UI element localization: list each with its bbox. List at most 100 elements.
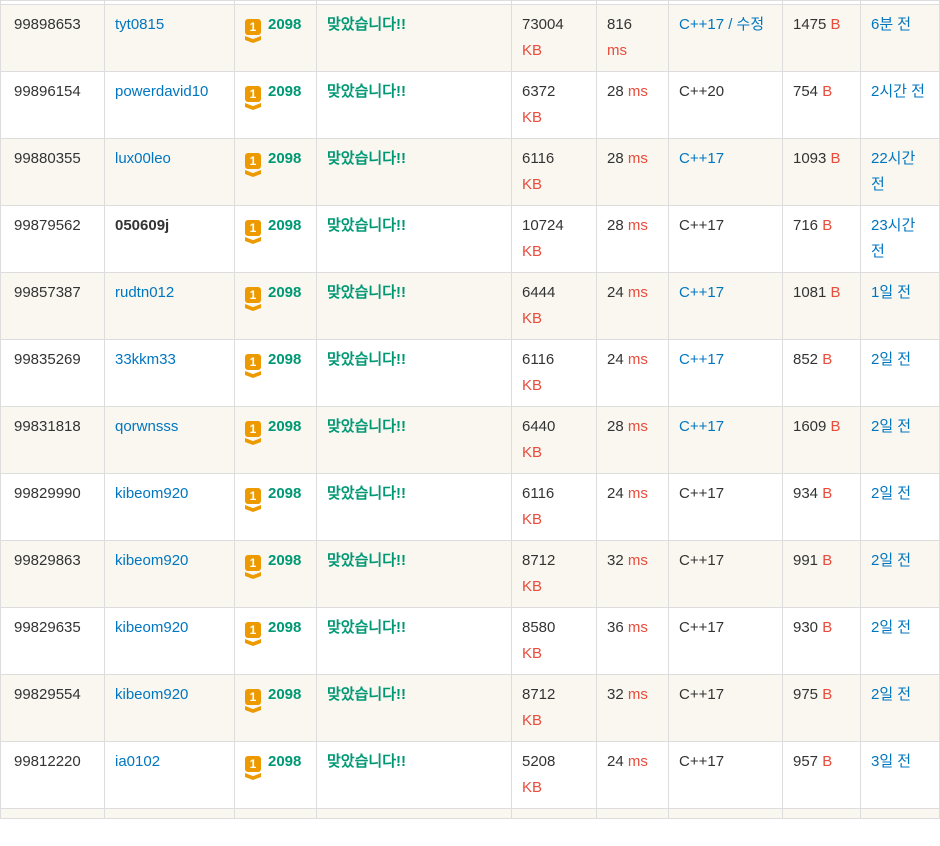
problem-link[interactable]: 2098 [268,351,302,368]
code-length-value: 1081 [793,284,827,301]
submitted-time-link[interactable]: 1일 전 [871,284,912,301]
time-value: 24 [607,753,624,770]
result-accepted-link[interactable]: 맞았습니다!! [327,753,406,770]
username-link[interactable]: 33kkm33 [115,351,176,368]
result-cell: 맞았습니다!! [316,741,512,809]
problem-link[interactable]: 2098 [268,485,302,502]
time-cell: 816 ms [596,4,669,72]
submitted-time-link[interactable]: 2일 전 [871,552,912,569]
problem-cell: 1 2098 [234,71,317,139]
code-length-value: 1093 [793,150,827,167]
time-cell: 28 ms [596,406,669,474]
username-link[interactable]: lux00leo [115,150,171,167]
memory-unit: KB [522,242,543,260]
time-value: 24 [607,284,624,301]
submission-id: 99831818 [0,406,105,474]
username-link[interactable]: kibeom920 [115,686,189,703]
submitted-time-link[interactable]: 2일 전 [871,686,912,703]
submission-id: 99880355 [0,138,105,206]
username-link[interactable]: rudtn012 [115,284,175,301]
time-value: 28 [607,150,624,167]
problem-link[interactable]: 2098 [268,217,302,234]
submitted-time-link[interactable]: 2일 전 [871,418,912,435]
problem-link[interactable]: 2098 [268,619,302,636]
memory-value: 6440 [522,418,556,435]
username-link[interactable]: kibeom920 [115,485,189,502]
username-link[interactable]: ia0102 [115,753,161,770]
code-length-cell: 957 B [782,741,861,809]
memory-value: 5208 [522,753,556,770]
submitted-time-link[interactable]: 2일 전 [871,351,912,368]
username-link[interactable]: kibeom920 [115,619,189,636]
result-accepted-link[interactable]: 맞았습니다!! [327,150,406,167]
result-accepted-link[interactable]: 맞았습니다!! [327,217,406,234]
code-length-unit: B [822,753,833,770]
problem-cell: 1 2098 [234,339,317,407]
submitted-time-link[interactable]: 3일 전 [871,753,912,770]
submitted-time-cell: 2일 전 [860,406,940,474]
language-link[interactable]: C++17 [679,284,725,301]
language-cell: C++17 [668,540,783,608]
result-accepted-link[interactable]: 맞았습니다!! [327,351,406,368]
language-cell: C++17 [668,741,783,809]
username-link[interactable]: powerdavid10 [115,83,209,100]
result-accepted-link[interactable]: 맞았습니다!! [327,418,406,435]
problem-link[interactable]: 2098 [268,552,302,569]
time-cell: 24 ms [596,339,669,407]
code-length-cell: 754 B [782,71,861,139]
result-accepted-link[interactable]: 맞았습니다!! [327,619,406,636]
language-cell: C++17 [668,406,783,474]
memory-value: 73004 [522,16,564,33]
language-label: C++17 [679,217,725,234]
code-length-cell: 975 B [782,674,861,742]
result-accepted-link[interactable]: 맞았습니다!! [327,485,406,502]
tier-gold1-badge-icon: 1 [245,421,261,445]
language-link[interactable]: C++17 [679,418,725,435]
result-accepted-link[interactable]: 맞았습니다!! [327,552,406,569]
submitted-time-cell: 23시간 전 [860,205,940,273]
submitted-time-link[interactable]: 6분 전 [871,16,912,33]
problem-link[interactable]: 2098 [268,83,302,100]
language-link[interactable]: C++17 / 수정 [679,16,765,33]
submitted-time-cell: 2일 전 [860,540,940,608]
code-length-unit: B [822,217,833,234]
result-accepted-link[interactable]: 맞았습니다!! [327,686,406,703]
language-link[interactable]: C++17 [679,351,725,368]
username-link[interactable]: tyt0815 [115,16,165,33]
language-cell: C++17 [668,339,783,407]
result-accepted-link[interactable]: 맞았습니다!! [327,284,406,301]
problem-link[interactable]: 2098 [268,686,302,703]
submitted-time-link[interactable]: 23시간 전 [871,217,916,260]
language-cell: C++17 [668,473,783,541]
user-cell: lux00leo [104,138,235,206]
result-accepted-link[interactable]: 맞았습니다!! [327,16,406,33]
problem-link[interactable]: 2098 [268,753,302,770]
username-link[interactable]: qorwnsss [115,418,179,435]
tier-gold1-badge-icon: 1 [245,153,261,177]
submitted-time-link[interactable]: 22시간 전 [871,150,916,193]
problem-cell: 1 2098 [234,272,317,340]
problem-link[interactable]: 2098 [268,284,302,301]
code-length-cell: 716 B [782,205,861,273]
tier-number: 1 [245,689,261,705]
table-row: 99829990 kibeom920 1 2098 맞았습니다!! 6116 K… [0,473,940,541]
memory-cell: 6440 KB [511,406,597,474]
result-accepted-link[interactable]: 맞았습니다!! [327,83,406,100]
memory-unit: KB [522,309,543,327]
tier-gold1-badge-icon: 1 [245,19,261,43]
memory-cell: 6116 KB [511,339,597,407]
tier-chevron-icon [245,572,261,579]
problem-link[interactable]: 2098 [268,150,302,167]
tier-chevron-icon [245,773,261,780]
problem-link[interactable]: 2098 [268,418,302,435]
username-link[interactable]: kibeom920 [115,552,189,569]
submitted-time-link[interactable]: 2일 전 [871,619,912,636]
language-link[interactable]: C++17 [679,150,725,167]
submitted-time-link[interactable]: 2시간 전 [871,83,925,100]
problem-cell: 1 2098 [234,607,317,675]
submission-id: 99829990 [0,473,105,541]
problem-link[interactable]: 2098 [268,16,302,33]
submitted-time-link[interactable]: 2일 전 [871,485,912,502]
memory-cell: 6444 KB [511,272,597,340]
partial-row-bottom [0,808,940,819]
